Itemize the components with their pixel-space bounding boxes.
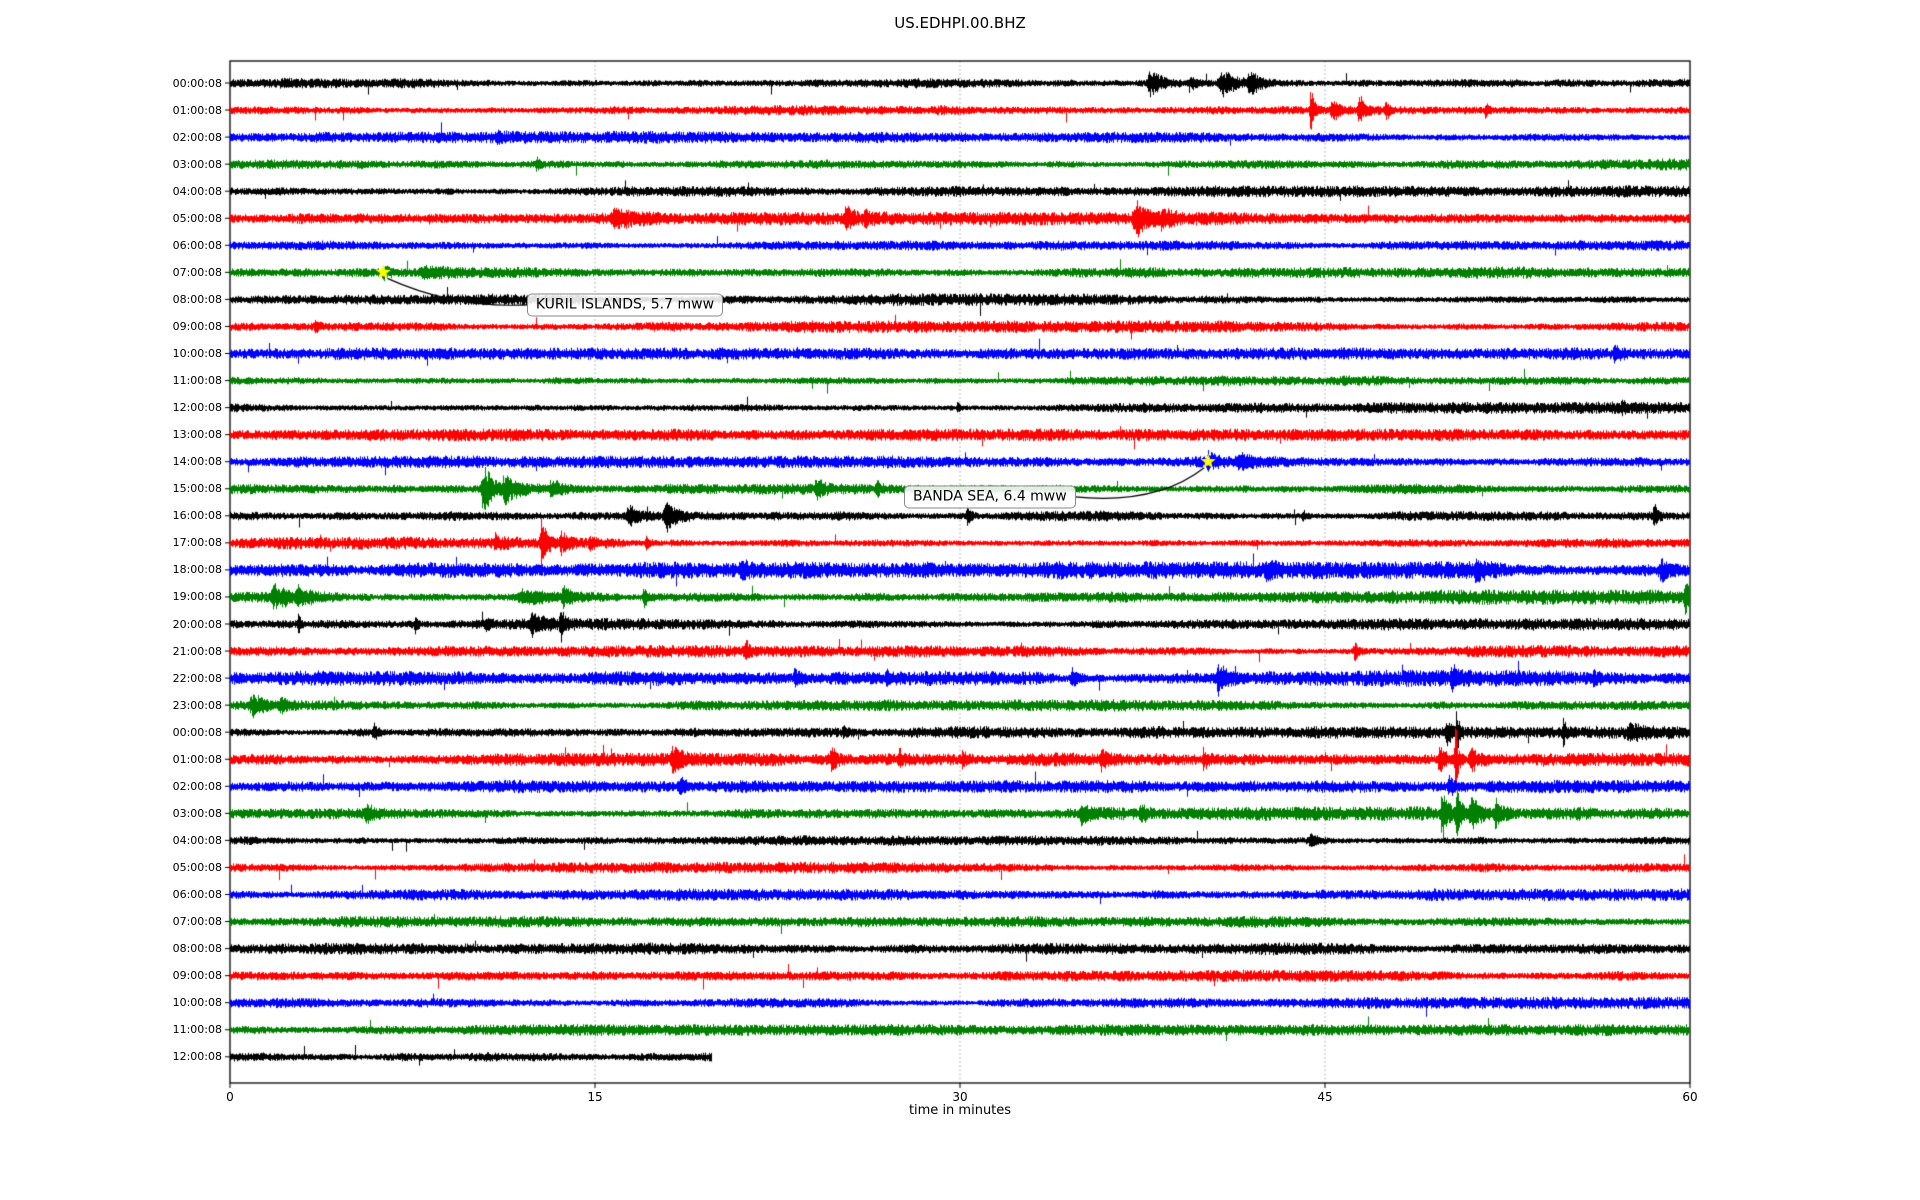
y-tick-label: 00:00:08 (172, 76, 222, 90)
x-tick-label: 30 (952, 1090, 968, 1104)
x-axis-label: time in minutes (908, 1103, 1012, 1118)
y-tick-label: 14:00:08 (172, 455, 222, 469)
y-tick-label: 03:00:08 (172, 157, 222, 171)
y-tick-label: 07:00:08 (172, 265, 222, 279)
y-tick-label: 07:00:08 (172, 915, 222, 929)
y-tick-label: 11:00:08 (172, 374, 222, 388)
y-tick-label: 01:00:08 (172, 103, 222, 117)
y-tick-label: 22:00:08 (172, 671, 222, 685)
y-tick-label: 10:00:08 (172, 347, 222, 360)
y-tick-label: 11:00:08 (172, 1023, 222, 1037)
annotation-box-banda-sea: BANDA SEA, 6.4 mww (904, 485, 1076, 509)
x-tick-label: 0 (226, 1090, 234, 1104)
annotation-box-kuril-islands: KURIL ISLANDS, 5.7 mww (526, 293, 724, 317)
y-tick-label: 01:00:08 (172, 752, 222, 766)
y-tick-label: 03:00:08 (172, 806, 222, 820)
y-tick-label: 09:00:08 (172, 969, 222, 983)
y-tick-label: 18:00:08 (172, 563, 222, 577)
y-tick-label: 17:00:08 (172, 536, 222, 550)
y-tick-label: 13:00:08 (172, 428, 222, 442)
y-tick-label: 15:00:08 (172, 482, 222, 496)
y-tick-label: 16:00:08 (172, 509, 222, 523)
x-tick-label: 45 (1317, 1090, 1333, 1104)
y-tick-label: 02:00:08 (172, 779, 222, 793)
x-tick-label: 60 (1682, 1090, 1698, 1104)
y-tick-label: 02:00:08 (172, 130, 222, 144)
y-tick-label: 20:00:08 (172, 617, 222, 631)
y-tick-label: 04:00:08 (172, 833, 222, 847)
y-tick-label: 12:00:08 (172, 401, 222, 415)
chart-title: US.EDHPI.00.BHZ (894, 14, 1026, 32)
y-tick-label: 00:00:08 (172, 725, 222, 739)
annotation-text: KURIL ISLANDS, 5.7 mww (535, 296, 715, 313)
y-tick-label: 04:00:08 (172, 184, 222, 198)
y-tick-label: 21:00:08 (172, 644, 222, 658)
y-tick-label: 08:00:08 (172, 942, 222, 956)
y-tick-label: 09:00:08 (172, 319, 222, 333)
y-tick-label: 10:00:08 (172, 996, 222, 1010)
annotation-text: BANDA SEA, 6.4 mww (913, 488, 1067, 505)
y-tick-label: 06:00:08 (172, 238, 222, 252)
y-tick-label: 05:00:08 (172, 860, 222, 874)
y-tick-label: 23:00:08 (172, 698, 222, 712)
y-tick-label: 19:00:08 (172, 590, 222, 604)
y-tick-label: 08:00:08 (172, 292, 222, 306)
x-tick-label: 15 (587, 1090, 603, 1104)
y-tick-label: 06:00:08 (172, 888, 222, 901)
y-tick-label: 05:00:08 (172, 211, 222, 225)
y-tick-label: 12:00:08 (172, 1050, 222, 1064)
